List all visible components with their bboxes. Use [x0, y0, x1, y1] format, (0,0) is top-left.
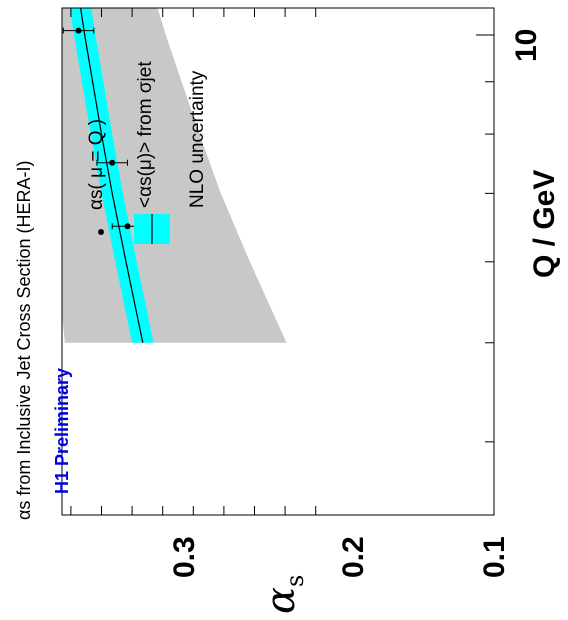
data-point-2 [62, 27, 95, 34]
chart-bands [62, 8, 287, 343]
chart-subtitle: H1 Preliminary [52, 367, 72, 494]
chart-legend-group [98, 214, 220, 244]
alpha-s-mean-band [69, 8, 154, 343]
legend-marker-points [98, 229, 104, 235]
y-tick-label-0.2: 0.2 [337, 536, 370, 578]
y-tick-label-0.3: 0.3 [168, 536, 201, 578]
legend-label-points: αs( μ = Q ) [86, 118, 107, 210]
chart-title: αs from Inclusive Jet Cross Section (HER… [14, 160, 34, 521]
chart-frame-group [61, 7, 495, 516]
x-tick-label-10: 10 [510, 28, 543, 62]
chart-points-group [62, 27, 144, 230]
y-tick-label-0.1: 0.1 [478, 536, 511, 578]
chart-curve-group [79, 8, 144, 343]
legend-label-curve: <αs(μ)> from σjet [135, 61, 156, 208]
x-axis-label: Q / GeV [528, 169, 561, 278]
alpha-s-mean-curve [79, 8, 144, 343]
data-marker [109, 159, 116, 166]
data-point-1 [96, 159, 129, 166]
legend-label-nlo: NLO uncertainty [187, 70, 208, 208]
data-marker [75, 27, 82, 34]
data-marker [124, 223, 131, 230]
legend-swatch-nlo [186, 214, 220, 244]
y-axis-label: αs [258, 574, 309, 614]
